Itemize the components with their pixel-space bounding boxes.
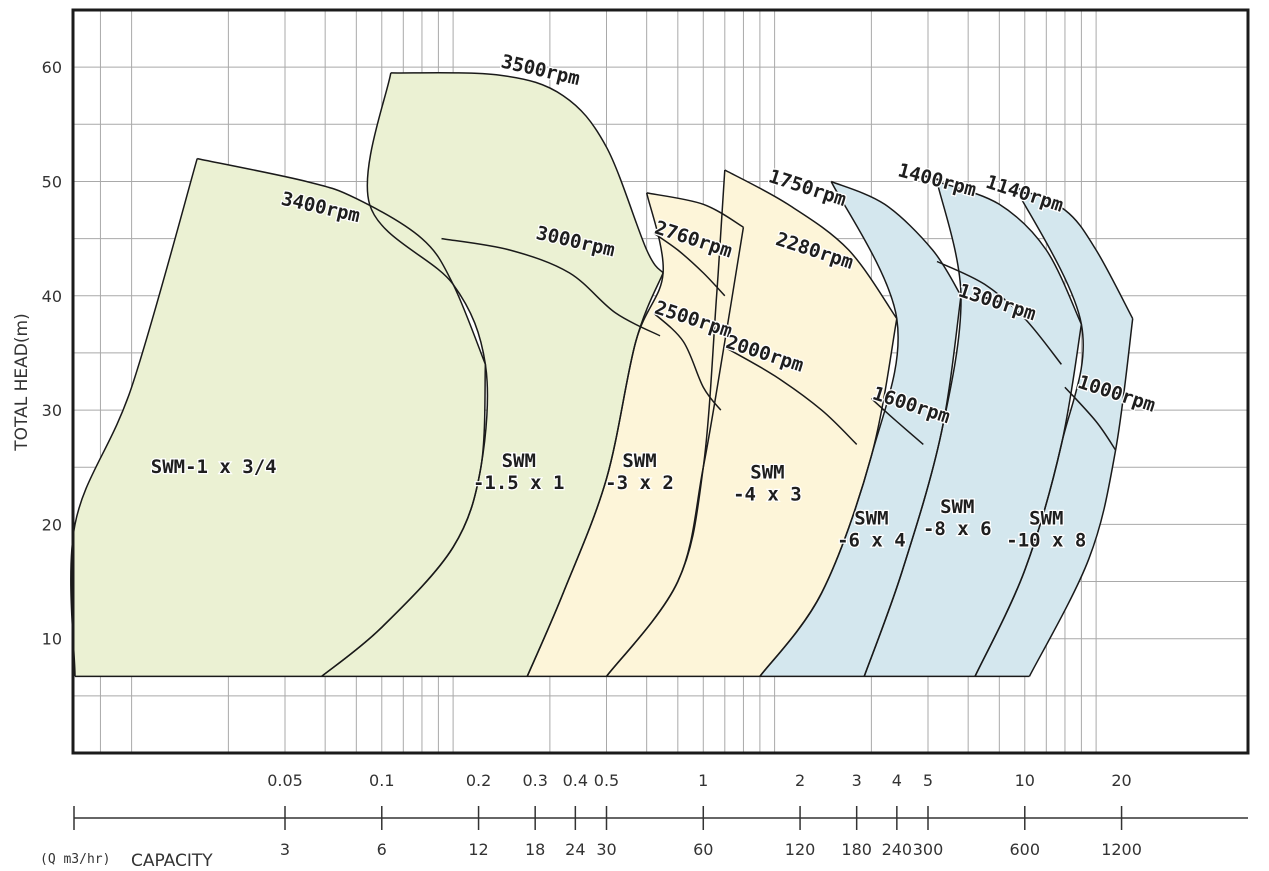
region-top-curve xyxy=(724,169,898,320)
region-left-edge xyxy=(321,72,489,677)
region-top-curve xyxy=(830,180,962,297)
x-tick-label: 3 xyxy=(280,840,290,859)
model-label-line: SWM xyxy=(854,507,888,529)
speed-curve xyxy=(1064,386,1117,451)
model-label: SWM -6 x 4 xyxy=(837,507,906,551)
model-region xyxy=(321,72,664,677)
x-top-tick-label: 20 xyxy=(1111,771,1131,790)
x-top-tick-label: 5 xyxy=(923,771,933,790)
region-top-curve xyxy=(197,157,487,365)
x-tick-label: 600 xyxy=(1010,840,1041,859)
rpm-label: 1400rpm xyxy=(896,159,979,201)
model-label-line: SWM xyxy=(622,450,656,472)
region-right-edge xyxy=(1028,318,1134,677)
y-tick-label: 30 xyxy=(42,401,62,420)
model-label: SWM -10 x 8 xyxy=(1006,507,1086,551)
y-tick-label: 40 xyxy=(42,287,62,306)
model-label-line: -10 x 8 xyxy=(1006,529,1086,551)
model-region xyxy=(864,181,1082,677)
x-tick-label: 6 xyxy=(377,840,387,859)
region-top-curve xyxy=(1014,186,1134,319)
x-tick-label: 18 xyxy=(525,840,545,859)
x-tick-label: 24 xyxy=(565,840,585,859)
model-region xyxy=(759,181,961,677)
x-tick-label: 1200 xyxy=(1101,840,1142,859)
speed-curves xyxy=(70,71,1134,678)
x-top-tick-label: 0.3 xyxy=(522,771,547,790)
x-tick-label: 60 xyxy=(693,840,713,859)
speed-curve xyxy=(652,312,722,411)
region-left-edge xyxy=(526,192,664,677)
speed-curve xyxy=(653,232,726,297)
x-tick-label: 30 xyxy=(596,840,616,859)
unit-label: (Q m3/hr) xyxy=(40,852,110,867)
x-tick-label: 300 xyxy=(913,840,944,859)
x-top-tick-label: 0.2 xyxy=(466,771,491,790)
y-tick-label: 10 xyxy=(42,630,62,649)
region-left-edge xyxy=(863,181,962,677)
y-axis-title: TOTAL HEAD(m) xyxy=(12,313,32,451)
region-left-edge xyxy=(759,181,899,677)
x-top-tick-label: 0.05 xyxy=(267,771,303,790)
model-region xyxy=(527,192,744,677)
model-label-line: SWM-1 x 3/4 xyxy=(151,456,277,478)
model-regions xyxy=(70,72,1133,677)
model-label: SWM -8 x 6 xyxy=(923,496,992,540)
x-top-tick-label: 10 xyxy=(1015,771,1035,790)
speed-curve xyxy=(724,346,858,445)
x-top-tick-label: 4 xyxy=(892,771,902,790)
x-tick-label: 240 xyxy=(882,840,913,859)
model-region xyxy=(606,170,897,677)
model-label-line: SWM xyxy=(940,496,974,518)
x-tick-label: 180 xyxy=(841,840,872,859)
model-label: SWM -1.5 x 1 xyxy=(473,450,565,494)
model-label-line: -6 x 4 xyxy=(837,529,906,551)
region-left-edge xyxy=(605,169,726,677)
x-tick-label: 120 xyxy=(785,840,816,859)
x-top-tick-label: 3 xyxy=(852,771,862,790)
model-label-line: SWM xyxy=(750,462,784,484)
y-tick-label: 50 xyxy=(42,172,62,191)
y-tick-label: 60 xyxy=(42,58,62,77)
plot-frame xyxy=(71,8,1250,755)
x-top-tick-label: 2 xyxy=(795,771,805,790)
y-tick-label: 20 xyxy=(42,515,62,534)
model-label: SWM -3 x 2 xyxy=(605,450,674,494)
model-region xyxy=(70,158,486,677)
model-label-line: -3 x 2 xyxy=(605,472,674,494)
region-left-edge xyxy=(974,186,1084,677)
model-label: SWM-1 x 3/4 xyxy=(151,456,277,478)
x-top-tick-label: 0.5 xyxy=(594,771,619,790)
axes: 10203040506030.0560.1120.2180.3240.4300.… xyxy=(42,58,1248,859)
speed-curve xyxy=(441,237,661,337)
model-label: SWM -4 x 3 xyxy=(733,462,802,506)
model-label-line: -4 x 3 xyxy=(733,484,802,506)
model-label-line: -8 x 6 xyxy=(923,518,992,540)
x-top-tick-label: 0.4 xyxy=(563,771,588,790)
model-label-line: -1.5 x 1 xyxy=(473,472,565,494)
model-region xyxy=(975,187,1133,677)
x-top-tick-label: 0.1 xyxy=(369,771,394,790)
speed-curve xyxy=(936,260,1062,365)
model-label-line: SWM xyxy=(502,450,536,472)
x-top-tick-label: 1 xyxy=(698,771,708,790)
speed-curve xyxy=(870,398,924,445)
region-top-curve xyxy=(390,71,664,274)
x-axis-title: CAPACITY xyxy=(131,851,213,871)
model-label-line: SWM xyxy=(1029,507,1063,529)
x-tick-label: 12 xyxy=(468,840,488,859)
region-left-edge xyxy=(70,158,198,677)
region-top-curve xyxy=(936,180,1083,325)
region-top-curve xyxy=(646,192,744,228)
